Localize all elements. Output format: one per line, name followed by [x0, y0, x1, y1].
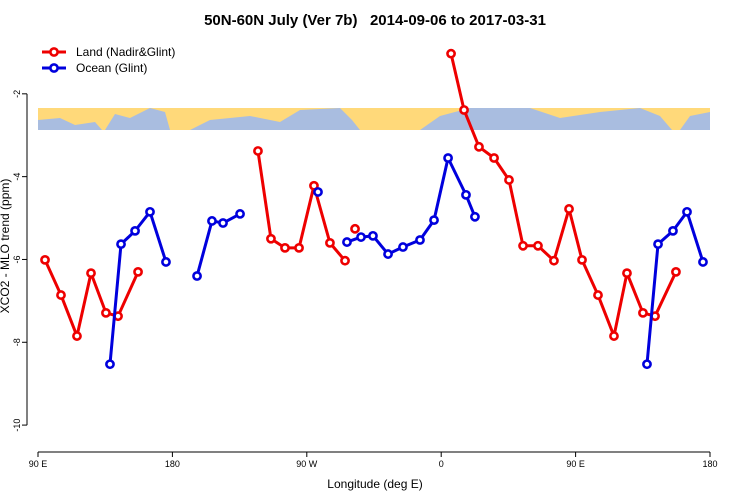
legend-marker [49, 63, 59, 73]
data-point [266, 233, 276, 244]
map-land [680, 112, 710, 130]
data-point [474, 141, 484, 152]
data-point [642, 359, 652, 370]
data-point [593, 290, 603, 300]
data-point [218, 218, 228, 228]
map-land [105, 108, 170, 130]
series-line [43, 53, 678, 338]
data-point [40, 254, 50, 265]
map-band [38, 108, 710, 130]
data-point [698, 257, 708, 267]
data-point [130, 225, 140, 236]
data-point [443, 153, 453, 163]
y-tick-label: -10 [12, 419, 22, 432]
legend-label: Ocean (Glint) [76, 61, 147, 75]
x-axis-label: Longitude (deg E) [327, 477, 422, 491]
data-point [280, 242, 290, 253]
chart-title: 50N-60N July (Ver 7b) 2014-09-06 to 2017… [204, 12, 546, 29]
x-tick-label: 90 E [566, 459, 585, 469]
y-axis-label: XCO2 - MLO trend (ppm) [0, 179, 12, 314]
data-point [638, 307, 648, 318]
x-tick-label: 180 [165, 459, 180, 469]
data-point [446, 48, 456, 59]
map-land [190, 108, 360, 130]
data-point [294, 242, 304, 253]
data-point [549, 255, 559, 266]
data-point [368, 230, 378, 241]
x-tick-label: 90 W [296, 459, 318, 469]
data-point [207, 216, 217, 226]
data-point [116, 239, 126, 250]
data-point [383, 249, 393, 259]
data-point [653, 239, 663, 250]
data-point [518, 240, 528, 251]
data-point [350, 223, 360, 234]
data-point [340, 255, 350, 266]
map-land [420, 108, 672, 130]
y-tick-label: -2 [12, 90, 22, 98]
data-point [577, 254, 587, 265]
legend-marker [49, 47, 59, 57]
data-point [564, 204, 574, 214]
data-point [105, 359, 115, 370]
data-point [668, 225, 678, 236]
data-point [253, 146, 263, 156]
data-point [325, 237, 335, 248]
data-point [489, 153, 499, 163]
data-point [671, 266, 681, 277]
data-point [609, 331, 619, 341]
data-point [459, 105, 469, 115]
data-point [504, 175, 514, 185]
data-point [56, 290, 66, 300]
data-point [313, 187, 323, 197]
data-point [415, 235, 425, 245]
data-point [72, 331, 82, 341]
data-point [86, 268, 96, 279]
x-tick-label: 0 [439, 459, 444, 469]
data-point [356, 232, 366, 242]
data-point [429, 215, 439, 226]
map-land [38, 118, 102, 130]
data-point [161, 257, 171, 267]
x-tick-label: 90 E [29, 459, 48, 469]
legend-label: Land (Nadir&Glint) [76, 45, 175, 59]
data-point [461, 189, 471, 200]
data-point [622, 268, 632, 279]
data-point [145, 206, 155, 217]
data-point [533, 240, 543, 251]
data-point [192, 271, 202, 281]
data-point [342, 237, 352, 247]
data-point [133, 266, 143, 277]
y-tick-label: -8 [12, 338, 22, 346]
y-tick-label: -6 [12, 255, 22, 263]
data-point [470, 211, 480, 222]
data-point [235, 209, 245, 219]
x-tick-label: 180 [702, 459, 717, 469]
data-point [398, 242, 408, 252]
data-point [682, 206, 692, 217]
data-point [101, 307, 111, 318]
y-tick-label: -4 [12, 173, 22, 181]
